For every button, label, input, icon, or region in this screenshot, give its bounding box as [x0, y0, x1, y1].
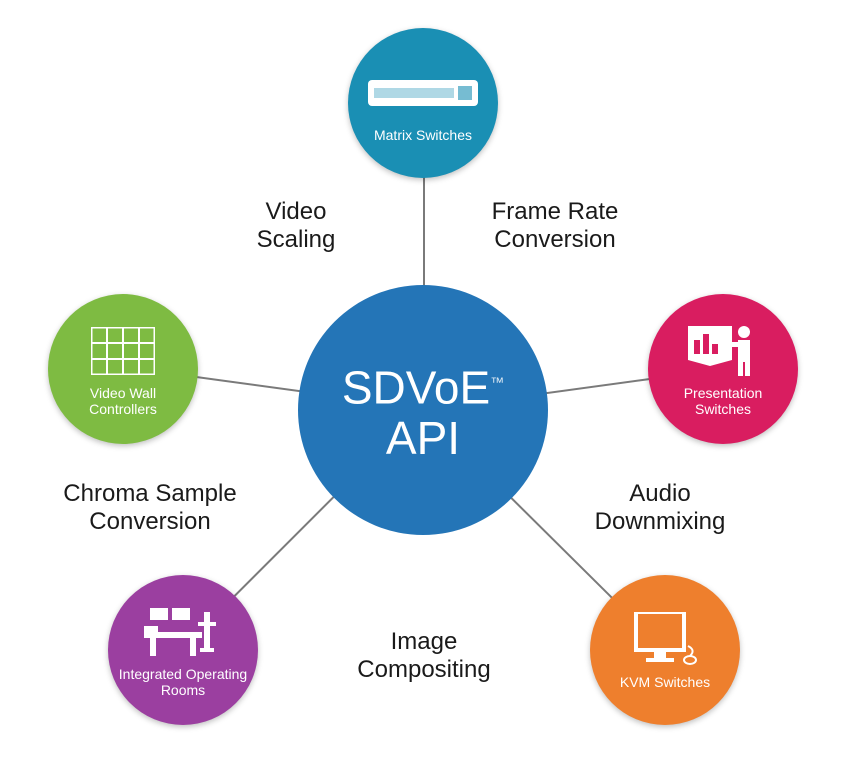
node-kvm: KVM Switches	[590, 575, 740, 725]
computer-icon	[632, 610, 698, 670]
node-label: Matrix Switches	[364, 127, 482, 143]
center-title: SDVoE™ API	[342, 357, 504, 462]
node-matrix: Matrix Switches	[348, 28, 498, 178]
trademark-icon: ™	[490, 374, 504, 390]
feature-frame-rate: Frame Rate Conversion	[492, 198, 619, 254]
diagram-canvas: Matrix Switches Presentation Switches	[0, 0, 846, 766]
rack-icon	[368, 63, 478, 123]
node-label: Video Wall Controllers	[48, 385, 198, 417]
center-title-line2: API	[386, 412, 460, 464]
feature-chroma: Chroma Sample Conversion	[63, 480, 236, 536]
grid-icon	[91, 321, 155, 381]
center-title-line1: SDVoE	[342, 362, 490, 414]
center-node: SDVoE™ API	[298, 285, 548, 535]
operating-room-icon	[144, 602, 222, 662]
feature-image-comp: Image Compositing	[357, 628, 490, 684]
presenter-icon	[688, 321, 758, 381]
feature-video-scaling: Video Scaling	[257, 198, 336, 254]
node-label: KVM Switches	[610, 674, 720, 690]
node-videowall: Video Wall Controllers	[48, 294, 198, 444]
node-label: Integrated Operating Rooms	[108, 666, 258, 698]
node-presentation: Presentation Switches	[648, 294, 798, 444]
feature-audio-down: Audio Downmixing	[595, 480, 726, 536]
node-integrated: Integrated Operating Rooms	[108, 575, 258, 725]
node-label: Presentation Switches	[648, 385, 798, 417]
